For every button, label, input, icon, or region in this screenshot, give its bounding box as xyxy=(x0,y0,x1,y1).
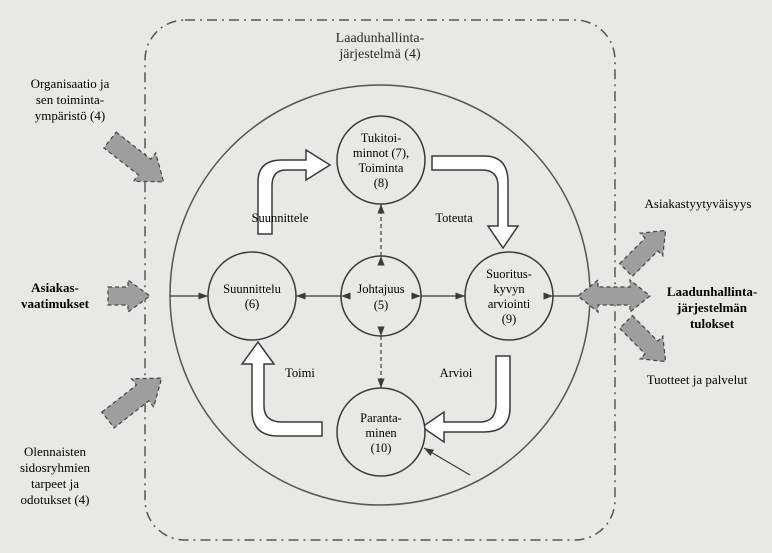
pdca-arrow-do xyxy=(432,156,518,248)
node-center-l2: (5) xyxy=(374,298,389,312)
circle-to-bottom xyxy=(424,448,470,475)
node-center: Johtajuus (5) xyxy=(341,256,421,336)
node-center-l1: Johtajuus xyxy=(357,282,404,296)
arrow-org xyxy=(99,126,175,196)
arrow-output-up xyxy=(615,219,677,281)
node-left-l2: (6) xyxy=(245,297,260,311)
title-line1: Laadunhallinta- xyxy=(336,31,425,46)
node-right-l2: kyvyn xyxy=(493,282,525,296)
label-do: Toteuta xyxy=(435,211,473,225)
ext-asiakas-l1: Asiakas- xyxy=(31,280,79,295)
arrow-output-main xyxy=(578,280,650,312)
ext-tulos-l1: Laadunhallinta- xyxy=(667,284,757,299)
ext-tyyty: Asiakastyytyväisyys xyxy=(645,196,752,211)
node-top-l1: Tukitoi- xyxy=(361,131,402,145)
ext-sidos-l4: odotukset (4) xyxy=(21,492,90,507)
node-right-l4: (9) xyxy=(502,312,517,326)
node-right: Suoritus- kyvyn arviointi (9) xyxy=(465,252,553,340)
ext-asiakas-l2: vaatimukset xyxy=(21,296,90,311)
node-right-l1: Suoritus- xyxy=(486,267,532,281)
ext-org-l1: Organisaatio ja xyxy=(31,76,110,91)
arrow-asiakas xyxy=(108,280,150,312)
arrow-output-down xyxy=(615,311,677,373)
node-top: Tukitoi- minnot (7), Toiminta (8) xyxy=(337,116,425,204)
label-plan: Suunnittele xyxy=(252,211,309,225)
title-line2: järjestelmä (4) xyxy=(338,47,421,62)
node-bottom: Paranta- minen (10) xyxy=(337,388,425,476)
node-bottom-l2: minen xyxy=(365,426,397,440)
label-act: Toimi xyxy=(285,366,315,380)
ext-sidos-l1: Olennaisten xyxy=(24,444,87,459)
ext-tuot: Tuotteet ja palvelut xyxy=(647,372,748,387)
node-left-l1: Suunnittelu xyxy=(223,282,281,296)
ext-org-l2: sen toiminta- xyxy=(36,92,104,107)
ext-sidos-l3: tarpeet ja xyxy=(31,476,79,491)
node-left: Suunnittelu (6) xyxy=(208,252,296,340)
node-right-l3: arviointi xyxy=(488,297,531,311)
ext-tulos-l3: tulokset xyxy=(690,316,735,331)
node-top-l3: Toiminta xyxy=(359,161,404,175)
arrow-sidos xyxy=(97,364,173,434)
ext-tulos-l2: järjestelmän xyxy=(676,300,748,315)
node-bottom-l3: (10) xyxy=(371,441,392,455)
node-top-l2: minnot (7), xyxy=(353,146,409,160)
node-top-l4: (8) xyxy=(374,176,389,190)
ext-org-l3: ympäristö (4) xyxy=(35,108,105,123)
label-check: Arvioi xyxy=(440,366,473,380)
ext-sidos-l2: sidosryhmien xyxy=(20,460,91,475)
node-bottom-l1: Paranta- xyxy=(360,411,402,425)
pdca-arrow-act xyxy=(242,342,322,436)
